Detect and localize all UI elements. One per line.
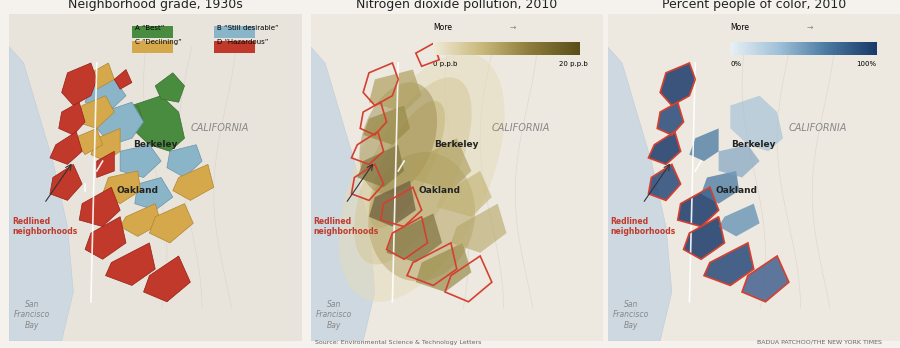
Polygon shape (9, 47, 73, 341)
Text: CALIFORNIA: CALIFORNIA (191, 124, 248, 133)
Polygon shape (718, 145, 760, 177)
Text: D “Hazardous”: D “Hazardous” (217, 39, 268, 45)
Polygon shape (73, 128, 103, 155)
Text: Berkeley: Berkeley (133, 140, 177, 149)
Polygon shape (50, 132, 82, 164)
Polygon shape (155, 73, 184, 102)
Text: More: More (434, 23, 453, 32)
Polygon shape (386, 213, 442, 262)
Polygon shape (103, 171, 140, 204)
Text: Redlined
neighborhoods: Redlined neighborhoods (313, 217, 379, 236)
Text: CALIFORNIA: CALIFORNIA (492, 124, 550, 133)
Text: San
Francisco
Bay: San Francisco Bay (14, 300, 50, 330)
Text: 100%: 100% (856, 61, 877, 68)
Ellipse shape (355, 78, 472, 264)
Polygon shape (648, 132, 680, 164)
Polygon shape (173, 164, 214, 200)
Title: Nitrogen dioxide pollution, 2010: Nitrogen dioxide pollution, 2010 (356, 0, 557, 11)
Polygon shape (61, 63, 97, 105)
Polygon shape (310, 47, 374, 341)
Polygon shape (121, 204, 161, 236)
Polygon shape (76, 96, 114, 128)
Title: Percent people of color, 2010: Percent people of color, 2010 (662, 0, 846, 11)
Text: San
Francisco
Bay: San Francisco Bay (316, 300, 352, 330)
Polygon shape (436, 171, 491, 217)
Text: →: → (509, 23, 516, 32)
Polygon shape (684, 217, 724, 259)
Polygon shape (91, 128, 121, 161)
Ellipse shape (368, 152, 475, 282)
Bar (131, 41, 173, 53)
Polygon shape (369, 70, 421, 112)
Polygon shape (704, 243, 754, 285)
Text: →: → (806, 23, 813, 32)
Polygon shape (608, 47, 671, 341)
Polygon shape (85, 217, 126, 259)
Polygon shape (91, 63, 114, 89)
Polygon shape (369, 181, 416, 227)
Text: CALIFORNIA: CALIFORNIA (789, 124, 847, 133)
Text: Berkeley: Berkeley (732, 140, 776, 149)
Polygon shape (718, 204, 760, 236)
Polygon shape (742, 256, 788, 302)
Polygon shape (79, 187, 121, 227)
Polygon shape (701, 171, 739, 204)
Polygon shape (131, 96, 184, 151)
Text: Berkeley: Berkeley (435, 140, 479, 149)
Polygon shape (121, 105, 144, 135)
Text: Source: Environmental Science & Technology Letters: Source: Environmental Science & Technolo… (315, 340, 482, 345)
Text: San
Francisco
Bay: San Francisco Bay (613, 300, 649, 330)
Polygon shape (407, 138, 472, 191)
Polygon shape (144, 256, 191, 302)
Text: Redlined
neighborhoods: Redlined neighborhoods (610, 217, 676, 236)
Text: Redlined
neighborhoods: Redlined neighborhoods (12, 217, 77, 236)
Bar (214, 26, 255, 39)
Polygon shape (357, 145, 404, 187)
Title: Neighborhood grade, 1930s: Neighborhood grade, 1930s (68, 0, 243, 11)
Text: 20 p.p.b: 20 p.p.b (559, 61, 588, 68)
Polygon shape (416, 243, 472, 292)
Polygon shape (363, 105, 410, 145)
Polygon shape (149, 204, 194, 243)
Bar (214, 41, 255, 53)
Text: Oakland: Oakland (117, 186, 158, 195)
Ellipse shape (369, 101, 446, 228)
Text: 0%: 0% (731, 61, 742, 68)
Polygon shape (731, 96, 783, 151)
Polygon shape (451, 204, 507, 253)
Polygon shape (50, 164, 82, 200)
Polygon shape (657, 102, 684, 135)
Ellipse shape (338, 53, 505, 302)
Polygon shape (648, 164, 680, 200)
Text: B “Still desirable”: B “Still desirable” (217, 25, 278, 31)
Polygon shape (135, 177, 173, 210)
Polygon shape (167, 145, 202, 177)
Text: 0 p.p.b: 0 p.p.b (434, 61, 458, 68)
Polygon shape (97, 102, 144, 145)
Text: C “Declining”: C “Declining” (135, 39, 182, 45)
Polygon shape (678, 187, 718, 227)
Bar (131, 26, 173, 39)
Text: More: More (731, 23, 750, 32)
Polygon shape (85, 79, 126, 112)
Text: BADUA PATCHOO/THE NEW YORK TIMES: BADUA PATCHOO/THE NEW YORK TIMES (757, 340, 882, 345)
Polygon shape (121, 145, 161, 177)
Polygon shape (58, 102, 85, 135)
Text: Oakland: Oakland (418, 186, 460, 195)
Polygon shape (114, 70, 131, 89)
Polygon shape (97, 151, 114, 177)
Ellipse shape (359, 82, 437, 194)
Text: A “Best”: A “Best” (135, 25, 164, 31)
Polygon shape (105, 243, 155, 285)
Text: Oakland: Oakland (716, 186, 757, 195)
Polygon shape (660, 63, 695, 105)
Polygon shape (689, 128, 718, 161)
